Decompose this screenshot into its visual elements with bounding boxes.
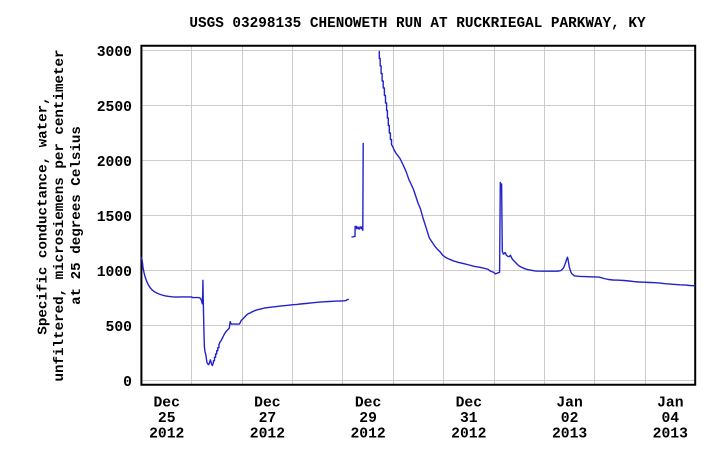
svg-text:2013: 2013 xyxy=(653,427,688,443)
svg-text:2012: 2012 xyxy=(350,427,385,443)
svg-text:04: 04 xyxy=(661,411,679,427)
svg-text:at 25 degrees Celsius: at 25 degrees Celsius xyxy=(69,126,85,305)
svg-text:3000: 3000 xyxy=(97,45,132,61)
svg-text:2500: 2500 xyxy=(97,100,132,116)
svg-text:1500: 1500 xyxy=(97,210,132,226)
svg-text:Dec: Dec xyxy=(153,396,179,412)
svg-text:Jan: Jan xyxy=(556,396,582,412)
svg-text:Specific conductance, water,: Specific conductance, water, xyxy=(36,96,52,334)
svg-text:Dec: Dec xyxy=(355,396,381,412)
svg-text:500: 500 xyxy=(106,320,132,336)
svg-text:2012: 2012 xyxy=(149,427,184,443)
svg-text:2012: 2012 xyxy=(451,427,486,443)
svg-text:2000: 2000 xyxy=(97,155,132,171)
svg-text:USGS 03298135 CHENOWETH RUN AT: USGS 03298135 CHENOWETH RUN AT RUCKRIEGA… xyxy=(189,16,646,32)
svg-text:1000: 1000 xyxy=(97,265,132,281)
svg-text:Jan: Jan xyxy=(657,396,683,412)
svg-text:unfiltered, microsiemens per c: unfiltered, microsiemens per centimeter xyxy=(52,49,68,381)
svg-text:27: 27 xyxy=(259,411,277,427)
svg-text:0: 0 xyxy=(123,375,132,391)
svg-text:02: 02 xyxy=(561,411,579,427)
svg-text:29: 29 xyxy=(359,411,377,427)
svg-text:2012: 2012 xyxy=(250,427,285,443)
svg-text:25: 25 xyxy=(158,411,176,427)
svg-text:Dec: Dec xyxy=(254,396,280,412)
svg-text:31: 31 xyxy=(460,411,478,427)
svg-text:Dec: Dec xyxy=(456,396,482,412)
svg-text:2013: 2013 xyxy=(552,427,587,443)
